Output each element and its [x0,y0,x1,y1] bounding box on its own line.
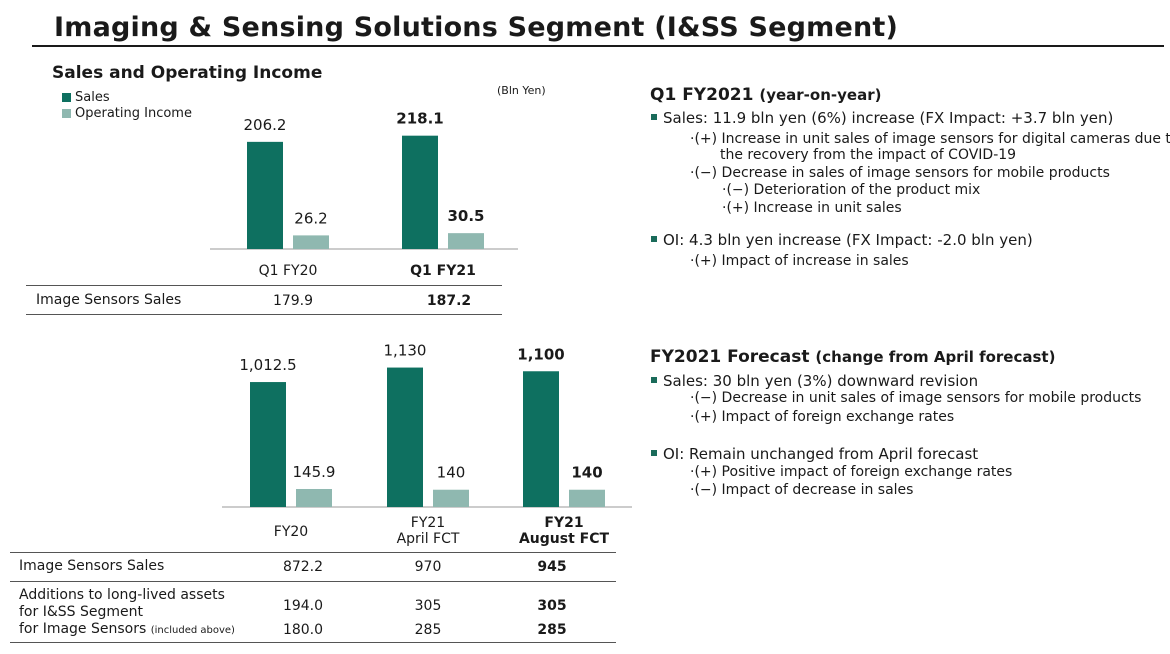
section-subtitle: Sales and Operating Income [52,63,323,83]
q1-oi-sub1: ·(+) Impact of increase in sales [690,253,909,269]
table2-row3-label-note: (included above) [150,625,235,636]
table2-top-rule [10,552,616,553]
table1-cell-q1fy21: 187.2 [426,293,472,309]
q1-heading-note: (year-on-year) [759,86,882,104]
q1-sales-sub1b: the recovery from the impact of COVID-19 [720,147,1017,163]
bullet-icon [651,113,657,120]
q1-heading-text: Q1 FY2021 [650,85,754,105]
table2-mid-rule [10,581,616,582]
category-label-0: FY20 [274,524,308,540]
table2-r3-c3: 285 [537,622,567,638]
q1-sales-sub1: ·(+) Increase in unit sales of image sen… [690,131,1170,147]
data-label-oi-0: 26.2 [294,209,327,227]
data-label-sales-1: 1,130 [384,342,427,360]
bullet-icon [651,449,657,456]
bar-sales-2 [523,371,559,507]
q1-sales-sub2: ·(−) Decrease in sales of image sensors … [690,165,1110,181]
title-underline [32,45,1164,47]
bar-sales-1 [387,367,423,507]
category-label-2-0: FY21 [544,515,583,531]
bar-oi-1 [433,489,469,507]
legend-oi: Operating Income [62,106,192,121]
q1-sales-line: Sales: 11.9 bln yen (6%) increase (FX Im… [663,109,1114,127]
bar-oi-0 [296,488,332,507]
legend-oi-swatch [62,109,71,118]
category-label-0: Q1 FY20 [259,263,318,279]
fc-heading: FY2021 Forecast (change from April forec… [650,347,1055,367]
q1-sales-bullet: Sales: 11.9 bln yen (6%) increase (FX Im… [651,109,1113,127]
q1-sales-oi-chart: 206.2 26.2 Q1 FY20 218.1 30.5 Q1 FY21 [210,110,518,279]
data-label-sales-2: 1,100 [517,345,564,363]
fc-oi-line: OI: Remain unchanged from April forecast [663,445,979,463]
bullet-icon [651,376,657,383]
bar-oi-1 [448,233,484,249]
bar-sales-0 [250,382,286,507]
table2-row1-label: Image Sensors Sales [19,558,165,574]
fc-sales-bullet: Sales: 30 bln yen (3%) downward revision [651,372,978,390]
fc-oi-bullet: OI: Remain unchanged from April forecast [651,445,978,463]
data-label-sales-0: 206.2 [244,116,287,134]
table2-r2-c3: 305 [537,598,567,614]
table2-r1-c3: 945 [537,559,567,575]
data-label-sales-1: 218.1 [396,110,443,128]
data-label-sales-0: 1,012.5 [239,356,296,374]
table2-r1-c1: 872.2 [282,559,324,575]
fc-oi-sub1: ·(+) Positive impact of foreign exchange… [690,464,1013,480]
q1-oi-bullet: OI: 4.3 bln yen increase (FX Impact: -2.… [651,231,1033,249]
bar-sales-1 [402,135,438,249]
table2-row3-label: for Image Sensors (included above) [19,621,235,637]
legend-sales-label: Sales [75,90,110,105]
bar-oi-2 [569,489,605,507]
data-label-oi-0: 145.9 [293,463,336,481]
table2-r1-c2: 970 [414,559,442,575]
fc-sales-sub1: ·(−) Decrease in unit sales of image sen… [690,390,1142,406]
table2-bottom-rule [10,642,616,643]
bullet-icon [651,235,657,242]
unit-label: (Bln Yen) [497,84,546,97]
table2-r2-c2: 305 [414,598,442,614]
fc-sales-sub2: ·(+) Impact of foreign exchange rates [690,409,955,425]
bar-oi-0 [293,235,329,249]
fc-sales-line: Sales: 30 bln yen (3%) downward revision [663,372,979,390]
table2-r2-c1: 194.0 [282,598,324,614]
table1-top-rule [26,285,502,286]
category-label-1-1: April FCT [397,531,460,547]
legend-sales-swatch [62,93,71,102]
table2-row3-label-text: for Image Sensors [19,621,147,637]
category-label-1: Q1 FY21 [410,263,476,279]
fc-oi-sub2: ·(−) Impact of decrease in sales [690,482,914,498]
q1-sales-sub4: ·(+) Increase in unit sales [722,200,902,216]
category-label-2-1: August FCT [519,531,610,547]
q1-oi-line: OI: 4.3 bln yen increase (FX Impact: -2.… [663,231,1033,249]
page-title: Imaging & Sensing Solutions Segment (I&S… [54,12,899,43]
table2-row2-label-a: Additions to long-lived assets [19,587,225,603]
category-label-1-0: FY21 [411,515,445,531]
table1-bottom-rule [26,314,502,315]
bar-sales-0 [247,141,283,249]
table1-cell-q1fy20: 179.9 [272,293,314,309]
fc-heading-note: (change from April forecast) [815,348,1056,366]
data-label-oi-1: 140 [437,464,466,482]
q1-sales-sub3: ·(−) Deterioration of the product mix [722,182,981,198]
table2-row2-label-b: for I&SS Segment [19,604,143,620]
data-label-oi-2: 140 [571,464,602,482]
data-label-oi-1: 30.5 [447,207,484,225]
fc-heading-text: FY2021 Forecast [650,347,810,367]
q1-heading: Q1 FY2021 (year-on-year) [650,85,881,105]
table2-r3-c1: 180.0 [282,622,324,638]
legend-oi-label: Operating Income [75,106,192,121]
legend-sales: Sales [62,90,110,105]
table1-row-label: Image Sensors Sales [36,292,182,308]
table2-r3-c2: 285 [414,622,442,638]
